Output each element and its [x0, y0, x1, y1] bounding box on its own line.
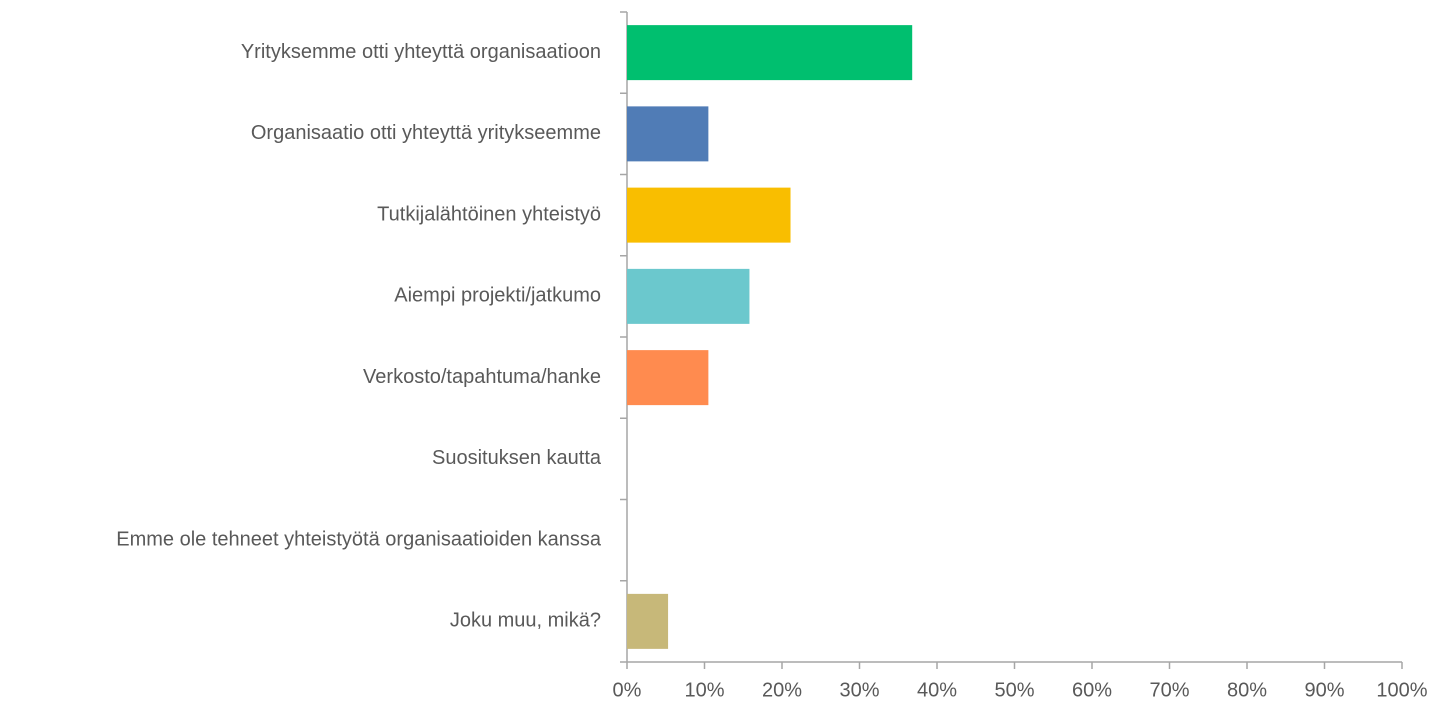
y-tick-label: Suosituksen kautta — [432, 447, 602, 469]
bar — [627, 268, 750, 324]
y-tick-label: Aiempi projekti/jatkumo — [394, 285, 601, 307]
x-tick-label: 60% — [1072, 679, 1112, 701]
x-tick-label: 10% — [684, 679, 724, 701]
y-tick-label: Organisaatio otti yhteyttä yritykseemme — [251, 122, 601, 144]
x-tick-label: 0% — [613, 679, 642, 701]
x-tick-label: 20% — [762, 679, 802, 701]
x-tick-label: 100% — [1376, 679, 1427, 701]
x-tick-label: 70% — [1149, 679, 1189, 701]
x-tick-label: 40% — [917, 679, 957, 701]
x-tick-label: 80% — [1227, 679, 1267, 701]
bar — [627, 25, 913, 81]
x-tick-label: 90% — [1304, 679, 1344, 701]
bar — [627, 106, 709, 162]
bar — [627, 593, 669, 649]
y-tick-label: Joku muu, mikä? — [450, 610, 601, 632]
y-tick-label: Verkosto/tapahtuma/hanke — [363, 366, 601, 388]
x-tick-label: 30% — [839, 679, 879, 701]
bar — [627, 350, 709, 406]
x-tick-label: 50% — [994, 679, 1034, 701]
y-tick-label: Yrityksemme otti yhteyttä organisaatioon — [241, 41, 601, 63]
bar — [627, 187, 791, 243]
y-tick-label: Tutkijalähtöinen yhteistyö — [377, 203, 601, 225]
y-tick-label: Emme ole tehneet yhteistyötä organisaati… — [116, 528, 602, 550]
